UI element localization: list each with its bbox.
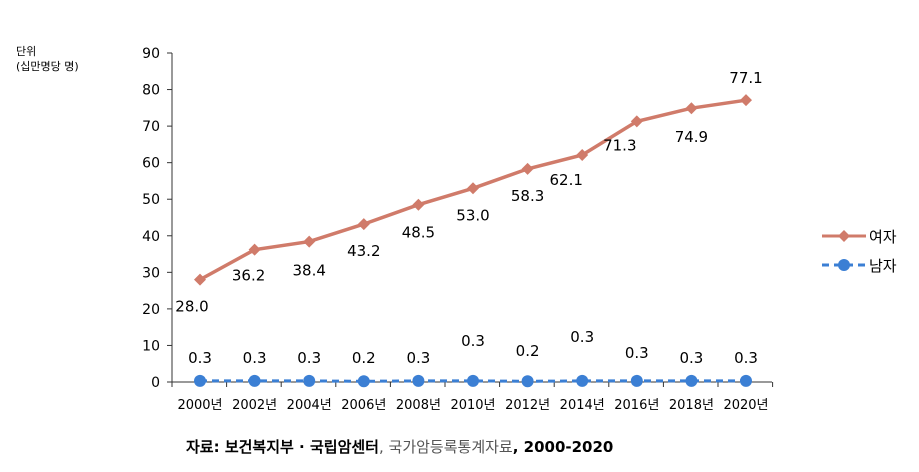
data-point-female (303, 235, 316, 248)
data-point-female (521, 162, 534, 175)
data-point-male (467, 374, 479, 387)
data-label: 0.3 (297, 349, 321, 367)
y-tick-label: 40 (142, 229, 160, 245)
data-label: 0.3 (188, 349, 212, 367)
legend-label: 여자 (869, 228, 897, 246)
x-tick-label: 2020년 (723, 398, 768, 413)
source-note: 자료: 보건복지부 · 국립암센터, 국가암등록통계자료, 2000-2020 (186, 436, 613, 457)
data-label: 0.3 (461, 332, 485, 350)
y-tick-label: 50 (142, 192, 160, 208)
data-label: 58.3 (511, 187, 544, 205)
data-point-female (685, 102, 698, 115)
data-label: 74.9 (675, 128, 708, 146)
data-label: 77.1 (729, 69, 762, 87)
unit-label-line2: (십만명당 명) (16, 60, 79, 73)
y-tick-label: 80 (142, 83, 160, 99)
data-label: 71.3 (603, 136, 636, 154)
x-tick-label: 2012년 (505, 398, 550, 413)
data-point-female (740, 94, 752, 107)
data-point-female (412, 198, 425, 211)
y-tick-label: 0 (151, 375, 160, 391)
data-point-male (412, 374, 425, 387)
x-tick-label: 2010년 (450, 398, 495, 413)
data-label: 0.2 (516, 342, 540, 360)
x-tick-label: 2004년 (287, 398, 332, 413)
data-point-female (357, 218, 370, 231)
data-point-male (685, 374, 698, 387)
data-label: 38.4 (292, 262, 325, 280)
y-tick-label: 10 (142, 338, 160, 354)
data-point-female (576, 148, 589, 161)
data-point-male (303, 374, 316, 387)
y-tick-label: 20 (142, 302, 160, 318)
data-point-female (248, 243, 261, 256)
data-point-male (630, 374, 643, 387)
data-label: 0.3 (679, 349, 703, 367)
x-tick-label: 2014년 (560, 398, 605, 413)
x-tick-label: 2018년 (669, 398, 714, 413)
legend-marker-male (838, 259, 850, 271)
unit-label: 단위 (십만명당 명) (16, 44, 79, 74)
x-tick-label: 2008년 (396, 398, 441, 413)
legend-label: 남자 (869, 257, 897, 275)
source-prefix: 자료: 보건복지부 · 국립암센터 (186, 438, 379, 456)
data-label: 0.2 (352, 349, 376, 367)
data-point-male (194, 374, 206, 387)
data-point-male (248, 374, 261, 387)
x-tick-label: 2000년 (177, 398, 222, 413)
source-years: , 2000-2020 (512, 438, 614, 456)
data-label: 48.5 (402, 224, 435, 242)
data-label: 0.3 (243, 349, 267, 367)
data-point-male (521, 375, 534, 388)
y-tick-label: 30 (142, 265, 160, 281)
y-tick-label: 60 (142, 156, 160, 172)
y-tick-label: 90 (142, 46, 160, 62)
legend-marker-female (838, 230, 850, 242)
data-label: 28.0 (175, 298, 208, 316)
data-label: 0.3 (734, 349, 758, 367)
y-tick-label: 70 (142, 119, 160, 135)
data-label: 0.3 (406, 349, 430, 367)
data-point-female (630, 115, 643, 128)
source-title: 국가암등록통계자료 (388, 438, 513, 456)
data-point-male (740, 374, 752, 387)
line-chart: 0 10 20 30 40 50 60 70 80 90 2000년 2002년 2004년 2006년 2… (142, 46, 897, 413)
data-label: 43.2 (347, 242, 380, 260)
data-point-female (194, 273, 206, 286)
unit-label-line1: 단위 (16, 45, 37, 58)
data-label: 62.1 (549, 171, 582, 189)
data-label: 0.3 (625, 344, 649, 362)
data-point-male (576, 374, 589, 387)
data-point-male (357, 375, 370, 388)
x-tick-label: 2002년 (232, 398, 277, 413)
x-tick-label: 2016년 (614, 398, 659, 413)
data-label: 0.3 (570, 328, 594, 346)
source-separator: , (378, 438, 389, 456)
data-label: 36.2 (232, 267, 265, 285)
x-tick-label: 2006년 (341, 398, 386, 413)
data-label: 53.0 (456, 206, 489, 224)
data-point-female (467, 182, 479, 195)
